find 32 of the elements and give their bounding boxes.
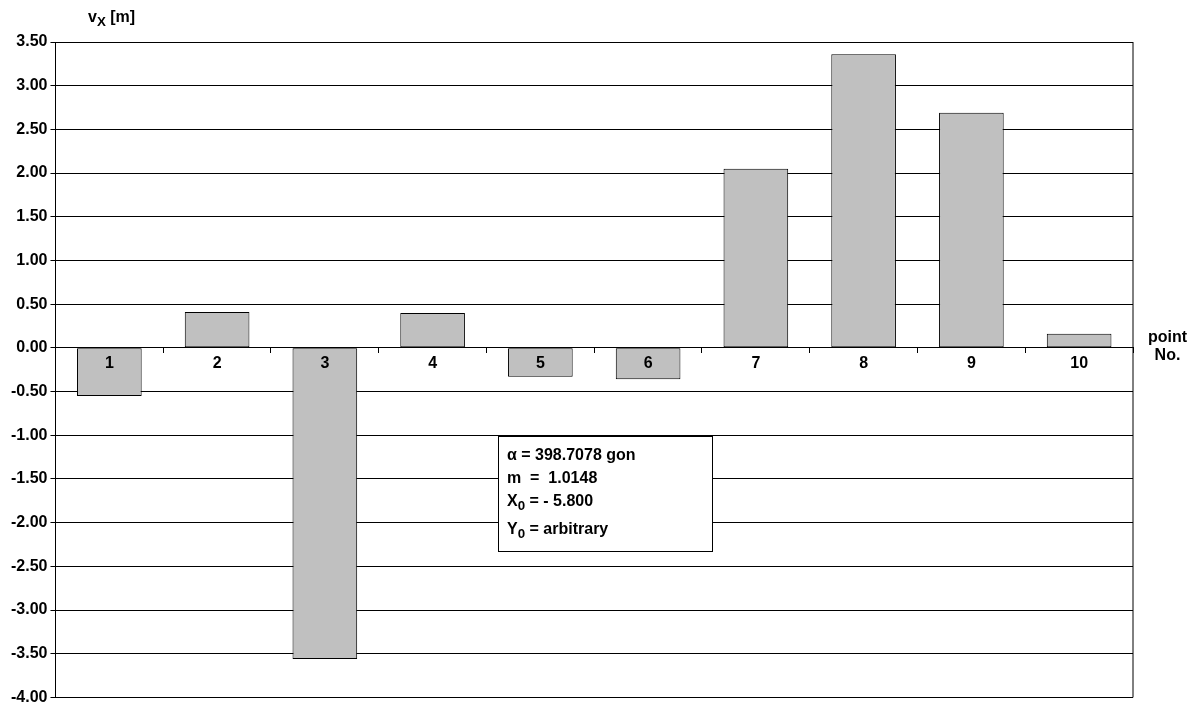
y-tick-label: -3.00 — [11, 600, 48, 618]
y-tick-label: 1.50 — [16, 207, 48, 225]
y-tick-label: 3.00 — [16, 76, 48, 94]
y-tick-label: -4.00 — [11, 687, 48, 705]
annotation: Y$_{0}$ = arbitrary — [507, 519, 610, 544]
annotation: m = 1.0148 — [507, 468, 599, 488]
annotation: X$_{0}$ = - 5.800 — [507, 491, 595, 516]
x-tick-label: 3 — [320, 354, 330, 372]
x-axis-title: point No. — [1146, 328, 1189, 364]
x-tick-label: 6 — [643, 354, 653, 372]
y-tick-label: 3.50 — [16, 32, 48, 50]
x-tick-label: 8 — [859, 354, 869, 372]
y-tick-label: 2.50 — [16, 119, 48, 137]
y-axis-title: v$_{X}$ [m] — [88, 8, 136, 30]
y-tick-label: 2.00 — [16, 163, 48, 181]
x-tick-label: 4 — [428, 354, 438, 372]
y-tick-label: 1.00 — [16, 250, 48, 268]
y-tick-label: -3.50 — [11, 644, 48, 662]
x-tick-label: 10 — [1070, 354, 1089, 372]
y-tick-label: 0.50 — [16, 294, 48, 312]
x-tick-label: 9 — [966, 354, 976, 372]
y-tick-label: -0.50 — [11, 381, 48, 399]
x-tick-label: 7 — [751, 354, 761, 372]
y-tick-label: -1.00 — [11, 425, 48, 443]
x-tick-label: 2 — [212, 354, 222, 372]
annotation: α = 398.7078 gon — [507, 445, 637, 465]
y-tick-label: 0.00 — [16, 338, 48, 356]
y-tick-label: -2.50 — [11, 556, 48, 574]
x-tick-label: 1 — [104, 354, 114, 372]
y-tick-label: -2.00 — [11, 513, 48, 531]
x-tick-label: 5 — [535, 354, 545, 372]
y-tick-label: -1.50 — [11, 469, 48, 487]
